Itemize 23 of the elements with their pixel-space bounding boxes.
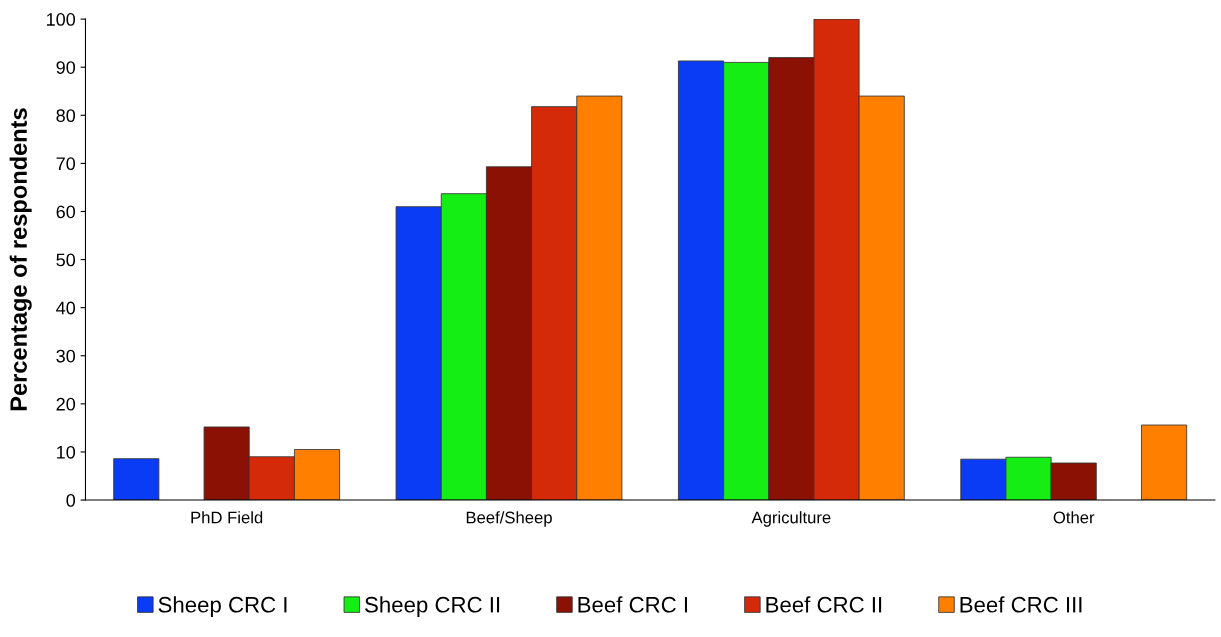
y-axis-title: Percentage of respondents: [9, 108, 32, 411]
legend-label: Sheep CRC II: [365, 596, 500, 617]
x-tick-label: Beef/Sheep: [466, 511, 552, 527]
y-tick-label: 100: [47, 13, 76, 26]
y-tick-label: 40: [56, 301, 76, 315]
y-tick-label: 20: [56, 397, 76, 411]
x-tick-label: Agriculture: [751, 511, 831, 527]
x-tick-label: PhD Field: [191, 511, 263, 524]
y-tick-label: 30: [56, 349, 76, 363]
legend-label: Sheep CRC I: [158, 596, 287, 617]
y-tick-label: 50: [56, 253, 76, 267]
legend-label: Beef CRC II: [766, 596, 882, 613]
legend-label: Beef CRC I: [578, 596, 688, 613]
legend-label: Beef CRC III: [960, 596, 1082, 613]
y-tick-label: 80: [56, 109, 76, 123]
bar: [1141, 424, 1188, 501]
bar: [113, 458, 160, 501]
y-tick-label: 0: [66, 493, 76, 507]
y-tick-label: 10: [57, 445, 76, 459]
y-tick-label: 60: [56, 205, 76, 219]
y-tick-label: 70: [56, 157, 76, 171]
x-tick-label: Other: [1053, 511, 1095, 524]
y-tick-label: 90: [56, 61, 76, 74]
